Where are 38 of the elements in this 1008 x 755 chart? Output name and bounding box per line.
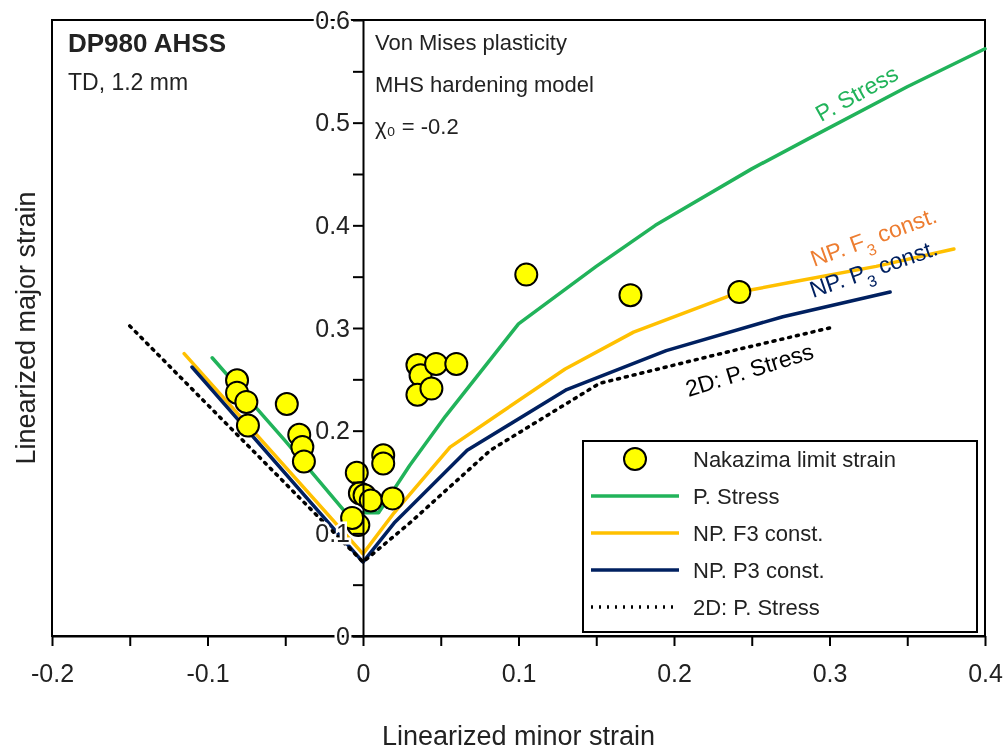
y-tick-label: 0.4 xyxy=(315,210,351,239)
point xyxy=(380,486,405,511)
point xyxy=(424,351,449,376)
point xyxy=(274,391,299,416)
y-tick-label: 0.5 xyxy=(315,108,350,137)
x-tick-label: 0.4 xyxy=(968,658,1003,687)
legend-label: Nakazima limit strain xyxy=(693,447,896,472)
text: TD, 1.2 mm xyxy=(68,69,189,95)
y-tick-label: 0.2 xyxy=(315,416,350,445)
x-tick-label: 0.3 xyxy=(812,658,848,687)
annotation: MHS hardening model xyxy=(375,72,594,97)
x-tick-label: -0.2 xyxy=(30,658,75,687)
legend-label: P. Stress xyxy=(693,484,780,509)
legend-label: 2D: P. Stress xyxy=(693,595,820,620)
point xyxy=(419,376,444,401)
point xyxy=(291,449,316,474)
annotation: Von Mises plasticity xyxy=(375,30,567,55)
point xyxy=(727,280,752,305)
annotation: P. Stress xyxy=(810,60,903,127)
legend-label: NP. P3 const. xyxy=(693,558,825,583)
annotation: 2D: P. Stress xyxy=(682,338,817,402)
x-tick-label: 0.1 xyxy=(501,658,537,687)
point xyxy=(371,451,396,476)
point xyxy=(234,389,259,414)
chart-title: DP980 AHSS xyxy=(68,28,226,58)
point xyxy=(344,460,369,485)
x-axis-title: Linearized minor strain xyxy=(381,721,656,751)
x-tick-label: 0.2 xyxy=(657,658,692,687)
point xyxy=(618,283,643,308)
y-tick-label: 0.3 xyxy=(315,313,350,342)
point xyxy=(235,413,260,438)
point xyxy=(514,262,539,287)
point xyxy=(444,351,469,376)
x-tick-label: -0.1 xyxy=(186,658,230,687)
x-tick-label: 0 xyxy=(356,658,371,687)
legend-label: NP. F3 const. xyxy=(693,521,824,546)
y-axis-title: Linearized major strain xyxy=(11,191,41,465)
annotation: χ₀ = -0.2 xyxy=(375,114,459,139)
